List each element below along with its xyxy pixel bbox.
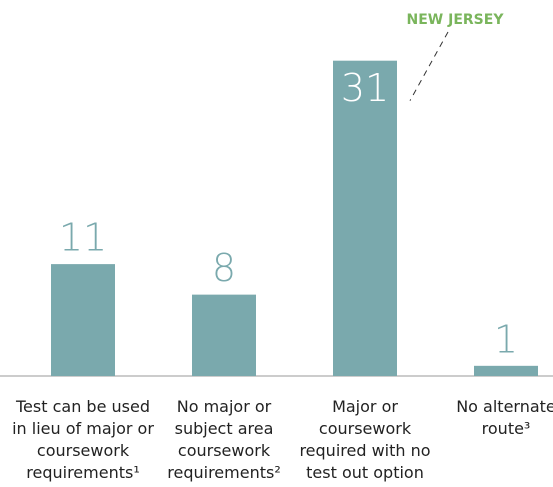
x-tick-label: No major or subject area coursework requ… xyxy=(167,397,281,482)
bar xyxy=(51,264,115,376)
x-tick-label: Test can be used in lieu of major or cou… xyxy=(12,397,154,482)
value-label: 11 xyxy=(59,216,107,260)
bar xyxy=(192,294,256,376)
value-label: 31 xyxy=(341,66,389,110)
annotation: NEW JERSEY xyxy=(407,12,505,28)
value-label: 1 xyxy=(494,317,518,361)
bar xyxy=(474,365,538,376)
x-tick-label: No alternate route³ xyxy=(456,397,553,438)
x-tick-label: Major or coursework required with no tes… xyxy=(299,397,431,482)
bar xyxy=(333,60,397,376)
value-label: 8 xyxy=(212,246,236,290)
annotation-leader xyxy=(409,31,449,101)
